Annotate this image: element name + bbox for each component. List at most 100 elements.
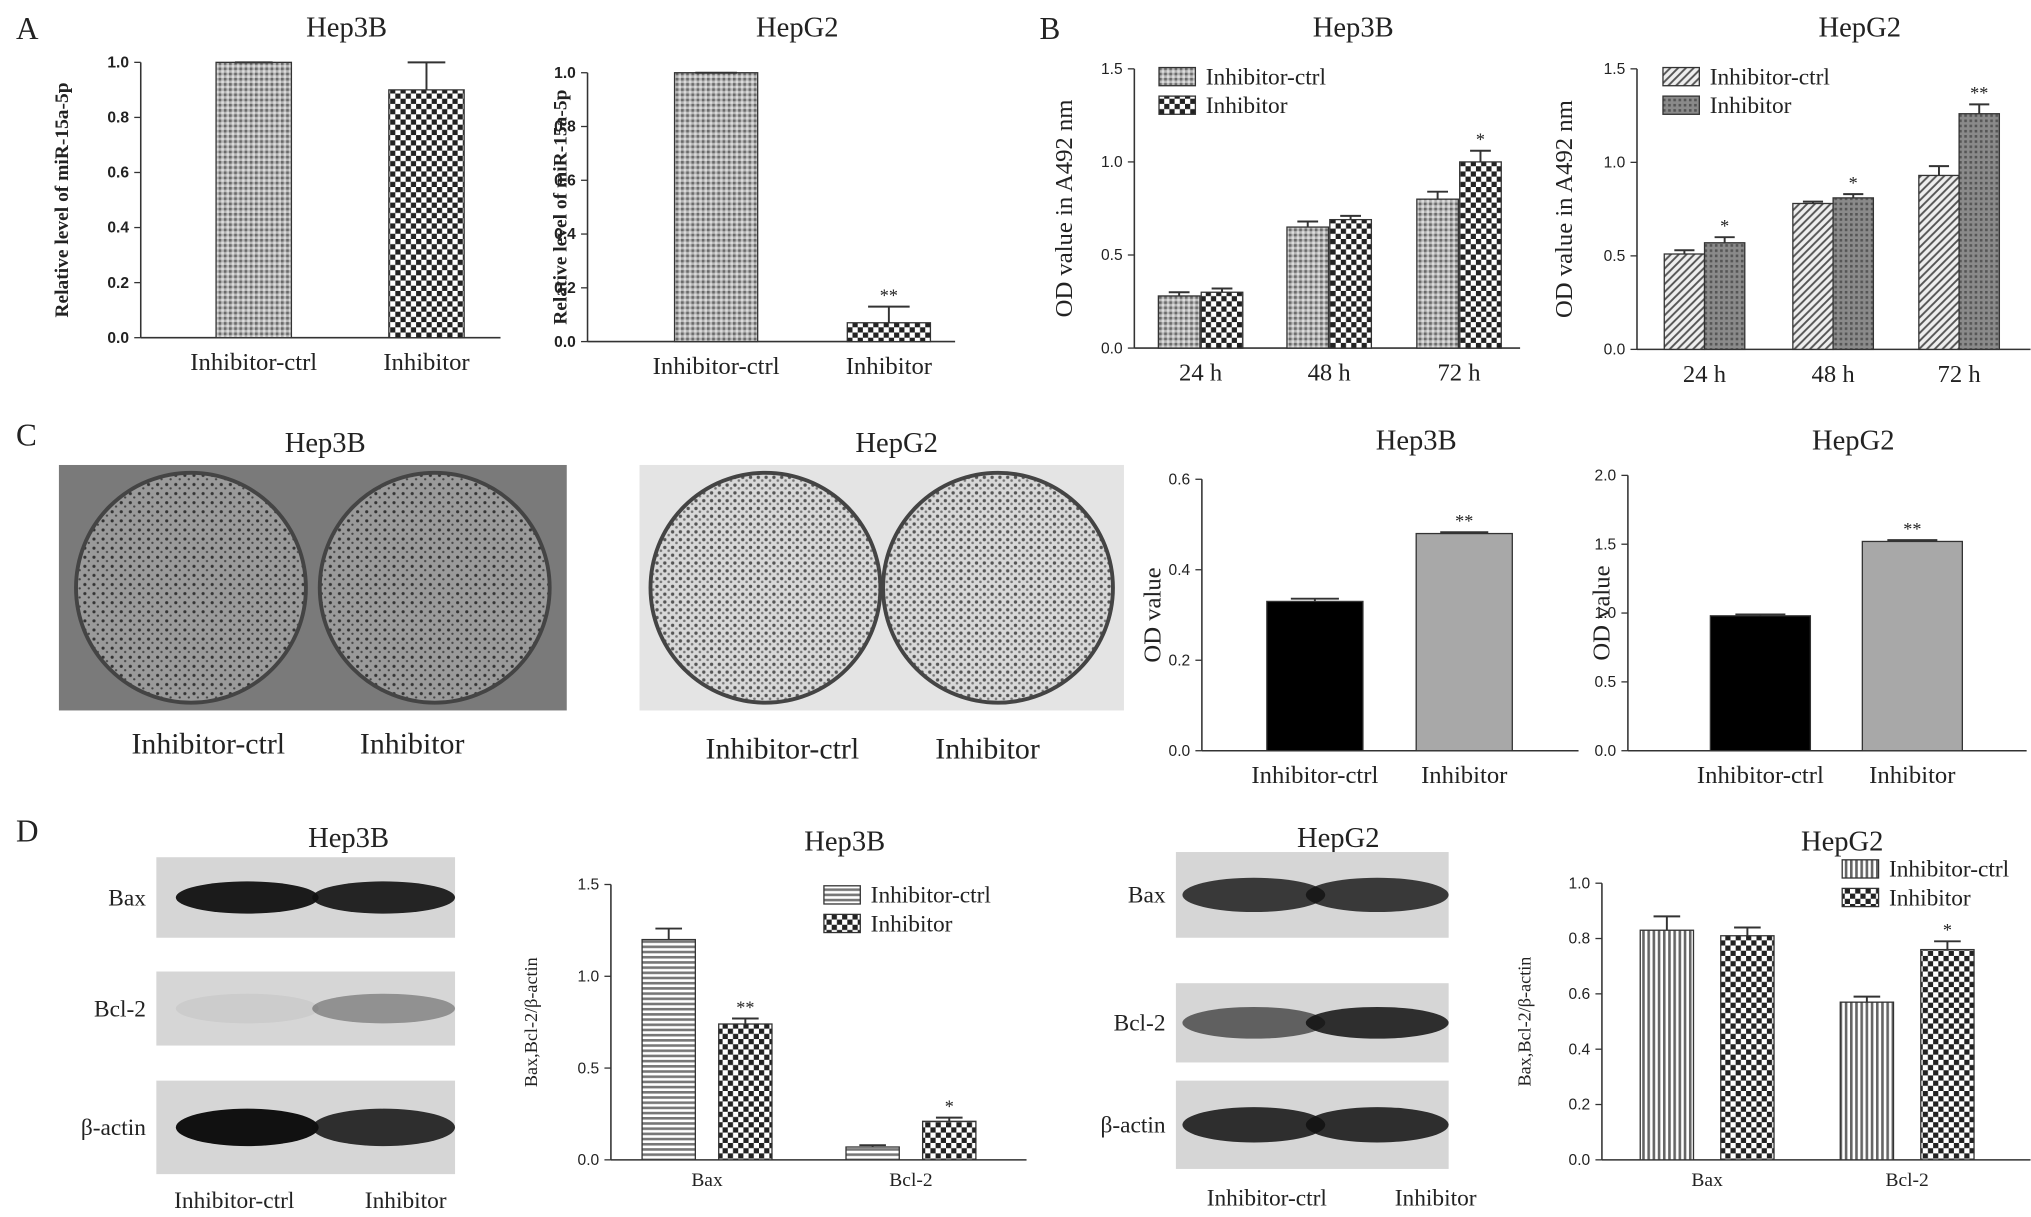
significance-label: * — [945, 1096, 954, 1116]
bar — [1709, 615, 1812, 752]
blot-band — [312, 881, 456, 914]
plate-title: Hep3B — [285, 428, 366, 459]
y-tick-label: 1.5 — [578, 877, 600, 894]
legend-label: Inhibitor-ctrl — [871, 883, 992, 909]
bar — [215, 61, 293, 339]
x-tick-label: 72 h — [1938, 361, 1981, 388]
x-tick-label: Bcl-2 — [889, 1170, 932, 1191]
plate-label: Inhibitor-ctrl — [706, 733, 860, 766]
x-tick-label: Inhibitor-ctrl — [1251, 762, 1378, 789]
y-tick-label: 0.0 — [107, 330, 129, 347]
y-tick-label: 0.4 — [1169, 562, 1191, 579]
y-tick-label: 0.2 — [1169, 652, 1191, 669]
y-tick-label: 0.0 — [1101, 340, 1123, 357]
y-tick-label: 0.2 — [554, 280, 576, 297]
y-tick-label: 1.0 — [107, 55, 129, 72]
y-tick-label: 1.0 — [1569, 875, 1591, 892]
y-tick-label: 0.8 — [1569, 931, 1591, 948]
y-axis-label: OD value in A492 nm — [1051, 100, 1078, 318]
bar — [1832, 197, 1875, 351]
bar — [1792, 202, 1834, 351]
y-axis-label: Bax,Bcl-2/β-actin — [521, 957, 541, 1087]
x-tick-label: 24 h — [1179, 360, 1222, 387]
legend-label: Inhibitor — [1710, 93, 1792, 119]
y-axis-label: Relative level of miR-15a-5p — [551, 89, 572, 324]
significance-label: * — [1943, 920, 1952, 940]
legend-label: Inhibitor — [1206, 93, 1288, 119]
chart-title: HepG2 — [1818, 12, 1901, 43]
x-tick-label: Bcl-2 — [1886, 1170, 1929, 1191]
bar — [388, 89, 465, 339]
y-tick-label: 0.0 — [578, 1152, 600, 1169]
bar — [1157, 295, 1201, 349]
plate-well — [74, 470, 308, 705]
y-tick-label: 0.8 — [107, 110, 129, 127]
x-tick-label: Inhibitor — [1869, 762, 1955, 789]
blot-band — [175, 881, 319, 914]
bar — [641, 938, 696, 1161]
blot-row-label: Bax — [1128, 883, 1166, 909]
blot-band — [175, 993, 319, 1024]
legend-swatch — [1841, 887, 1880, 908]
y-tick-label: 0.6 — [1169, 471, 1191, 488]
bar — [1200, 291, 1244, 349]
bar — [1703, 242, 1746, 351]
significance-label: * — [1720, 216, 1729, 236]
legend-label: Inhibitor-ctrl — [1206, 64, 1327, 90]
bar — [673, 72, 759, 343]
y-tick-label: 0.0 — [1569, 1152, 1591, 1169]
x-tick-label: Bax — [1691, 1170, 1723, 1191]
legend-label: Inhibitor-ctrl — [1889, 857, 2010, 883]
x-tick-label: 72 h — [1437, 360, 1480, 387]
legend-swatch — [823, 885, 861, 905]
blot-title: HepG2 — [1297, 823, 1379, 854]
bar — [1861, 540, 1963, 752]
x-tick-label: Inhibitor — [383, 349, 469, 376]
chart-title: Hep3B — [804, 827, 885, 858]
blot-lane-label: Inhibitor — [365, 1188, 447, 1214]
y-axis-label: Bax,Bcl-2/β-actin — [1514, 957, 1534, 1087]
y-tick-label: 1.5 — [1604, 61, 1626, 78]
significance-label: ** — [880, 285, 898, 305]
y-tick-label: 0.5 — [1604, 248, 1626, 265]
blot-strip — [156, 971, 456, 1046]
plate-well — [648, 470, 883, 705]
blot-band — [1305, 877, 1449, 913]
panel-letter: B — [1040, 11, 1061, 46]
y-axis-label: OD value in A492 nm — [1551, 100, 1578, 318]
bar — [1918, 174, 1960, 351]
blot-band — [1182, 877, 1326, 913]
plate-label: Inhibitor — [935, 733, 1040, 766]
significance-label: ** — [1903, 519, 1921, 539]
y-tick-label: 0.4 — [554, 226, 576, 243]
blot-band — [1182, 1107, 1326, 1143]
y-tick-label: 0.8 — [554, 119, 576, 136]
blot-band — [1182, 1006, 1326, 1039]
bar — [1663, 253, 1706, 351]
y-tick-label: 1.0 — [554, 65, 576, 82]
x-tick-label: Inhibitor-ctrl — [190, 349, 317, 376]
y-tick-label: 0.5 — [578, 1060, 600, 1077]
chart-title: HepG2 — [1812, 425, 1895, 456]
blot-band — [1305, 1107, 1449, 1143]
y-tick-label: 0.6 — [107, 165, 129, 182]
y-axis-label: OD value — [1139, 567, 1166, 662]
chart-title: Hep3B — [1376, 425, 1457, 456]
x-tick-label: 24 h — [1683, 361, 1726, 388]
y-axis-label: OD value — [1589, 565, 1616, 660]
blot-lane-label: Inhibitor-ctrl — [174, 1188, 295, 1214]
chart-title: HepG2 — [1801, 827, 1884, 858]
significance-label: ** — [1970, 83, 1988, 103]
blot-band — [175, 1108, 319, 1147]
y-tick-label: 0.4 — [1569, 1041, 1591, 1058]
y-tick-label: 0.6 — [1569, 986, 1591, 1003]
blot-lane-label: Inhibitor-ctrl — [1207, 1185, 1328, 1211]
y-tick-label: 1.5 — [1101, 61, 1123, 78]
plate-well — [317, 470, 552, 705]
blot-band — [312, 1108, 456, 1147]
bar — [1920, 948, 1975, 1161]
x-tick-label: Bax — [691, 1170, 723, 1191]
legend-label: Inhibitor-ctrl — [1710, 64, 1831, 90]
